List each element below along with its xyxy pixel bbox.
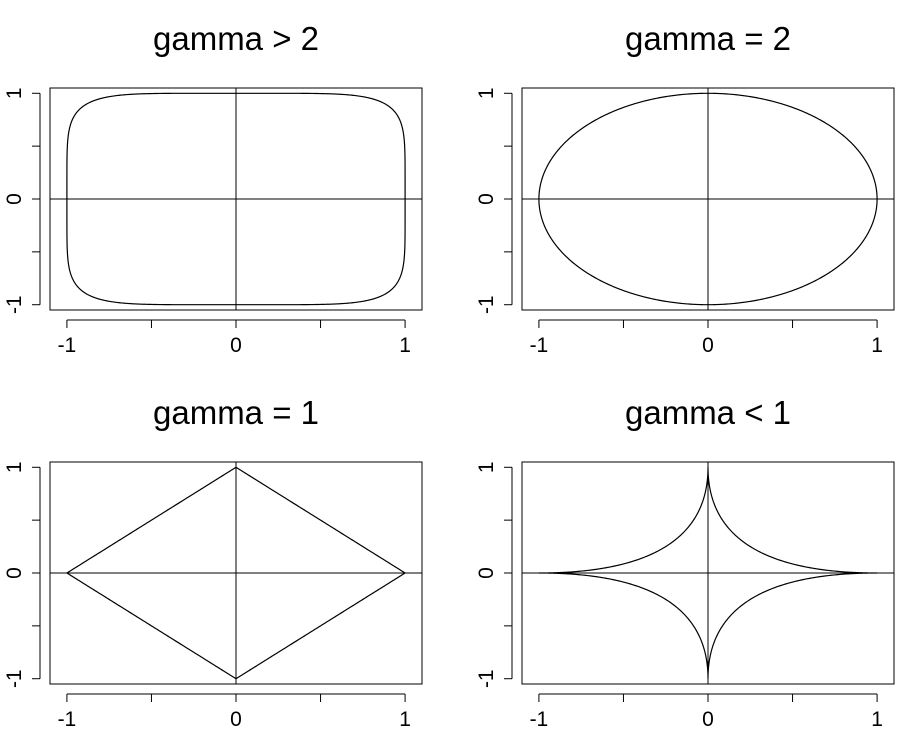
superellipse-curve [66, 466, 406, 680]
chart-title: gamma > 2 [153, 20, 319, 57]
x-tick-label: 0 [230, 708, 242, 731]
superellipse-curve [538, 92, 878, 306]
y-tick-label: 1 [3, 87, 26, 99]
x-tick-label: -1 [58, 708, 77, 731]
y-tick-label: 0 [475, 567, 498, 579]
x-tick-label: -1 [530, 708, 549, 731]
x-tick-label: 0 [702, 708, 714, 731]
y-tick-label: -1 [475, 295, 498, 314]
y-tick-label: 0 [475, 193, 498, 205]
chart-panel-3: gamma = 1 -1 0 1 -1 0 1 [3, 394, 423, 731]
y-tick-label: 1 [475, 87, 498, 99]
x-tick-label: 0 [230, 334, 242, 357]
x-tick-label: 1 [871, 708, 883, 731]
chart-title: gamma = 1 [153, 394, 319, 431]
chart-panel-1: gamma > 2 -1 0 1 -1 0 1 [3, 20, 423, 357]
chart-title: gamma < 1 [625, 394, 791, 431]
y-tick-label: 0 [3, 567, 26, 579]
y-tick-label: -1 [3, 669, 26, 688]
x-tick-label: 1 [399, 334, 411, 357]
superellipse-curve [66, 92, 406, 306]
x-tick-label: 1 [871, 334, 883, 357]
y-tick-label: -1 [475, 669, 498, 688]
y-tick-label: 1 [475, 461, 498, 473]
y-tick-label: 1 [3, 461, 26, 473]
chart-panel-2: gamma = 2 -1 0 1 -1 0 1 [475, 20, 895, 357]
x-tick-label: 0 [702, 334, 714, 357]
y-tick-label: -1 [3, 295, 26, 314]
x-tick-label: -1 [58, 334, 77, 357]
chart-title: gamma = 2 [625, 20, 791, 57]
x-tick-label: 1 [399, 708, 411, 731]
chart-panel-4: gamma < 1 -1 0 1 -1 0 1 [475, 394, 895, 731]
y-tick-label: 0 [3, 193, 26, 205]
superellipse-curve [538, 467, 878, 679]
x-tick-label: -1 [530, 334, 549, 357]
